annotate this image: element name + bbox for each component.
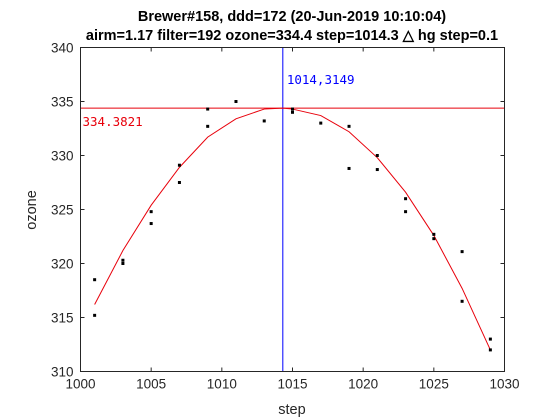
- data-point: [404, 210, 408, 214]
- x-tick-label: 1030: [489, 377, 519, 392]
- data-point: [93, 313, 97, 317]
- chart-title-line2: airm=1.17 filter=192 ozone=334.4 step=10…: [86, 28, 498, 44]
- data-point: [177, 181, 181, 184]
- data-point: [460, 250, 464, 254]
- data-point: [149, 222, 153, 226]
- x-tick-label: 1020: [348, 377, 378, 392]
- data-point: [404, 197, 408, 201]
- data-point: [121, 262, 125, 265]
- data-point: [262, 119, 266, 123]
- data-point: [375, 154, 379, 157]
- data-point: [291, 110, 294, 114]
- x-axis-label: step: [278, 402, 305, 418]
- plot-area: [80, 47, 505, 372]
- y-axis-label: ozone: [24, 190, 40, 230]
- data-point: [432, 237, 436, 241]
- data-point: [375, 168, 379, 172]
- data-point: [177, 163, 181, 167]
- y-tick-label: 330: [51, 149, 74, 164]
- data-point: [149, 210, 153, 214]
- x-tick-label: 1005: [136, 377, 166, 392]
- y-tick-label: 320: [51, 257, 74, 272]
- chart-marks: 1014,3149 334.3821: [80, 47, 505, 372]
- step-value-label: 1014,3149: [287, 72, 355, 87]
- data-point: [347, 166, 351, 170]
- data-point: [319, 121, 323, 125]
- data-point: [93, 278, 97, 282]
- data-point: [488, 337, 492, 341]
- y-tick-label: 325: [51, 203, 74, 218]
- data-point: [460, 299, 464, 303]
- chart-title-line1: Brewer#158, ddd=172 (20-Jun-2019 10:10:0…: [138, 9, 446, 25]
- data-point: [206, 107, 210, 111]
- ozone-value-label: 334.3821: [83, 114, 143, 129]
- y-tick-label: 315: [51, 311, 74, 326]
- y-tick-label: 310: [51, 365, 74, 380]
- data-point: [347, 124, 351, 128]
- chart-axes: 1000 1005 1010 1015 1020 1025 1030 310 315 320 325…: [51, 41, 520, 392]
- data-point: [206, 124, 210, 128]
- y-tick-label: 340: [51, 41, 74, 56]
- data-point: [121, 258, 125, 262]
- data-point: [432, 232, 436, 236]
- x-tick-label: 1025: [419, 377, 449, 392]
- x-tick-label: 1010: [207, 377, 237, 392]
- data-point: [234, 100, 238, 103]
- data-point: [488, 348, 492, 352]
- x-tick-label: 1015: [277, 377, 307, 392]
- fit-curve: [94, 107, 491, 351]
- x-tick-label: 1000: [65, 377, 95, 392]
- data-point: [291, 107, 294, 111]
- y-tick-label: 335: [51, 95, 74, 110]
